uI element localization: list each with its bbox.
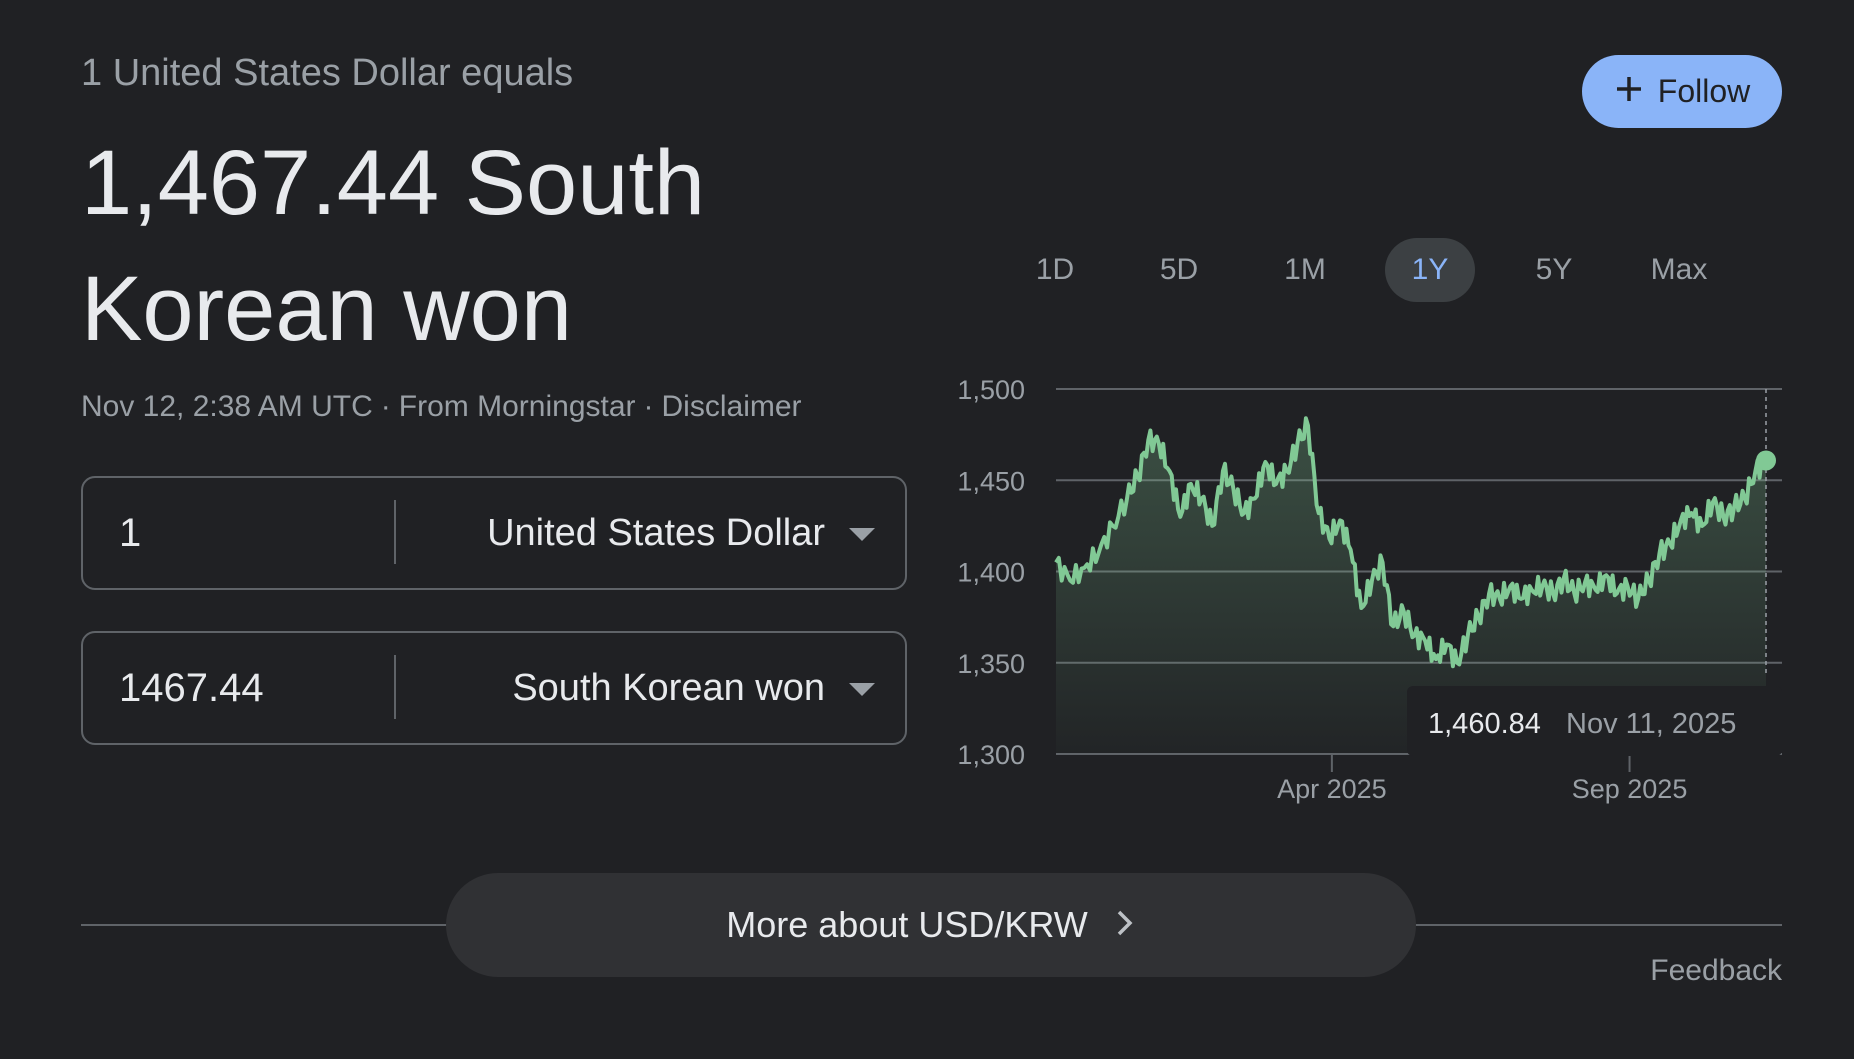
disclaimer-link[interactable]: Disclaimer: [661, 390, 802, 423]
exchange-rate-chart: 1,300 1,350 1,400 1,450 1,500 Apr 2025 Sep 202…: [957, 375, 1782, 804]
meta-separator: ·: [380, 390, 391, 423]
tooltip-value: 1,460.84: [1428, 708, 1541, 740]
x-tick-label: Sep 2025: [1572, 774, 1688, 804]
y-tick-label: 1,400: [957, 558, 1025, 588]
tab-5y[interactable]: 5Y: [1535, 253, 1573, 286]
dropdown-caret-icon[interactable]: [849, 683, 875, 696]
to-amount-input[interactable]: 1467.44: [119, 665, 264, 710]
series-line: [1054, 416, 1767, 669]
tab-1m[interactable]: 1M: [1284, 253, 1326, 286]
rate-timestamp: Nov 12, 2:38 AM UTC: [81, 390, 373, 423]
y-tick-label: 1,450: [957, 466, 1025, 496]
feedback-link[interactable]: Feedback: [1650, 954, 1782, 987]
to-currency-select[interactable]: South Korean won: [512, 666, 825, 709]
source-link[interactable]: From Morningstar: [398, 390, 636, 423]
tab-1y[interactable]: 1Y: [1385, 238, 1475, 302]
more-about-button[interactable]: More about USD/KRW: [446, 873, 1416, 977]
y-tick-label: 1,500: [957, 375, 1025, 405]
field-divider: [394, 655, 396, 719]
conversion-result: 1,467.44 South Korean won: [81, 120, 841, 372]
tab-5d[interactable]: 5D: [1159, 253, 1199, 286]
dropdown-caret-icon[interactable]: [849, 528, 875, 541]
chart-tooltip: [1407, 686, 1782, 756]
to-currency-row: 1467.44 South Korean won: [81, 631, 907, 745]
from-amount-input[interactable]: 1: [119, 510, 142, 555]
more-about-label: More about USD/KRW: [726, 904, 1088, 945]
field-divider: [394, 500, 396, 564]
conversion-subtitle: 1 United States Dollar equals: [81, 52, 574, 94]
tab-1d[interactable]: 1D: [1035, 253, 1075, 286]
conversion-result-line2: Korean won: [81, 258, 572, 360]
x-tick-label: Apr 2025: [1277, 774, 1387, 804]
from-currency-select[interactable]: United States Dollar: [487, 511, 825, 554]
meta-separator: ·: [643, 390, 654, 423]
chevron-right-icon: [1114, 903, 1136, 948]
plus-icon: [1614, 68, 1644, 112]
follow-button[interactable]: Follow: [1582, 55, 1782, 128]
from-currency-row: 1 United States Dollar: [81, 476, 907, 590]
hover-point: [1756, 450, 1776, 471]
rate-meta: Nov 12, 2:38 AM UTC · From Morningstar · Dis…: [81, 390, 802, 424]
follow-label: Follow: [1657, 73, 1751, 109]
y-tick-label: 1,350: [957, 649, 1025, 679]
tab-max[interactable]: Max: [1650, 253, 1708, 286]
conversion-result-line1: 1,467.44 South: [81, 132, 706, 234]
y-tick-label: 1,300: [957, 740, 1025, 770]
tooltip-date: Nov 11, 2025: [1566, 708, 1736, 740]
